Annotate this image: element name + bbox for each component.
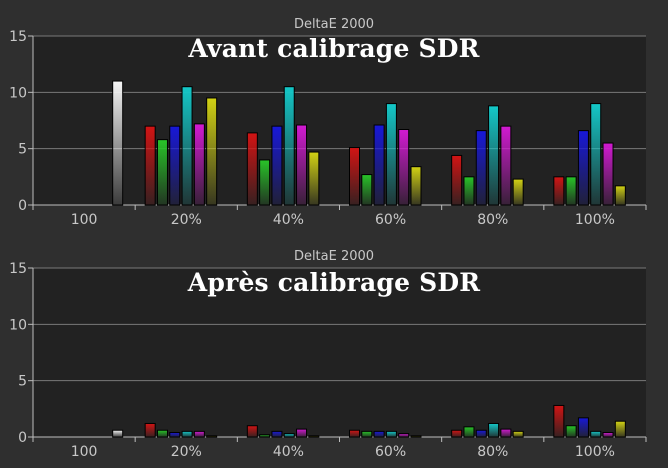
bar-green-4 (463, 176, 475, 206)
bar-yellow-5 (614, 185, 626, 206)
y-tick-label: 10 (9, 85, 27, 101)
bar-white-0 (112, 429, 124, 438)
chart-title: DeltaE 2000 (294, 249, 374, 264)
x-tick-label: 20% (171, 444, 202, 460)
bar-green-3 (361, 430, 373, 438)
x-tick-label: 80% (477, 444, 508, 460)
x-tick-label: 80% (477, 212, 508, 228)
bar-blue-5 (577, 417, 589, 438)
bar-yellow-2 (308, 435, 320, 438)
bar-magenta-3 (398, 433, 410, 438)
bar-green-2 (259, 159, 271, 206)
bar-blue-3 (373, 430, 385, 438)
x-tick-label: 100% (575, 444, 615, 460)
bar-yellow-4 (512, 178, 524, 206)
bar-yellow-2 (308, 151, 320, 206)
bar-green-3 (361, 174, 373, 206)
bar-yellow-1 (206, 435, 218, 438)
bar-magenta-5 (602, 142, 614, 206)
bar-cyan-2 (283, 86, 295, 206)
bar-blue-1 (169, 125, 181, 206)
bar-blue-4 (475, 130, 487, 206)
bar-magenta-4 (500, 125, 512, 206)
x-tick-label: 60% (375, 212, 406, 228)
chart-after-overlay-title: Après calibrage SDR (187, 268, 481, 297)
chart-before-svg: DeltaE 2000 0 5 10 15 100 20% 40% 60% 80% 100% (9, 17, 647, 228)
x-tick-label: 40% (273, 444, 304, 460)
bar-cyan-1 (181, 86, 193, 206)
bar-red-4 (451, 429, 463, 438)
bar-cyan-2 (283, 433, 295, 438)
y-tick-label: 10 (9, 317, 27, 333)
x-tick-label: 100 (71, 212, 98, 228)
bar-green-5 (565, 176, 577, 206)
bar-yellow-5 (614, 420, 626, 438)
bar-magenta-1 (193, 430, 205, 438)
bar-red-5 (553, 176, 565, 206)
y-tick-label: 5 (18, 374, 27, 390)
bar-magenta-2 (296, 124, 308, 206)
bar-cyan-5 (590, 430, 602, 438)
chart-before-calibration: DeltaE 2000 0 5 10 15 100 20% 40% 60% 80% 100% Ava… (0, 0, 668, 232)
y-tick-label: 0 (18, 198, 27, 214)
bar-magenta-5 (602, 431, 614, 438)
chart-after-calibration: DeltaE 2000 0 5 10 15 100 20% 40% 60% 80% 100% Apr… (0, 232, 668, 464)
bar-green-1 (156, 139, 168, 206)
bar-cyan-5 (590, 103, 602, 206)
bar-green-1 (156, 429, 168, 438)
bar-blue-3 (373, 124, 385, 206)
bar-red-4 (451, 154, 463, 206)
bar-yellow-1 (206, 97, 218, 206)
x-tick-label: 100 (71, 444, 98, 460)
bar-blue-2 (271, 430, 283, 438)
bar-green-2 (259, 434, 271, 438)
bar-yellow-3 (410, 166, 422, 206)
bar-blue-5 (577, 130, 589, 206)
bar-cyan-4 (488, 422, 500, 438)
bar-cyan-3 (385, 103, 397, 206)
bar-red-2 (246, 425, 258, 438)
bar-red-5 (553, 404, 565, 438)
x-tick-label: 40% (273, 212, 304, 228)
bar-yellow-3 (410, 435, 422, 438)
bar-cyan-4 (488, 105, 500, 206)
bar-cyan-1 (181, 430, 193, 438)
y-tick-label: 15 (9, 29, 27, 45)
bar-red-1 (144, 422, 156, 438)
bar-red-1 (144, 125, 156, 206)
plot-area (33, 268, 646, 437)
chart-before-overlay-title: Avant calibrage SDR (188, 34, 480, 63)
bar-white-0 (112, 80, 124, 206)
bar-green-5 (565, 425, 577, 438)
chart-after-svg: DeltaE 2000 0 5 10 15 100 20% 40% 60% 80% 100% (9, 249, 647, 460)
bar-red-3 (349, 147, 360, 206)
bar-red-3 (349, 429, 360, 438)
bar-cyan-3 (385, 430, 397, 438)
chart-title: DeltaE 2000 (294, 17, 374, 32)
bar-green-4 (463, 426, 475, 438)
bar-magenta-1 (193, 123, 205, 206)
bar-magenta-4 (500, 428, 512, 438)
bar-magenta-3 (398, 129, 410, 206)
bar-blue-4 (475, 429, 487, 438)
x-tick-label: 20% (171, 212, 202, 228)
bar-yellow-4 (512, 430, 524, 438)
y-tick-label: 15 (9, 261, 27, 277)
bar-magenta-2 (296, 428, 308, 438)
x-tick-label: 100% (575, 212, 615, 228)
bar-blue-1 (169, 431, 181, 438)
plot-area (33, 36, 646, 205)
x-tick-label: 60% (375, 444, 406, 460)
y-tick-label: 5 (18, 142, 27, 158)
bar-blue-2 (271, 125, 283, 206)
bar-red-2 (246, 132, 258, 206)
y-tick-label: 0 (18, 430, 27, 446)
